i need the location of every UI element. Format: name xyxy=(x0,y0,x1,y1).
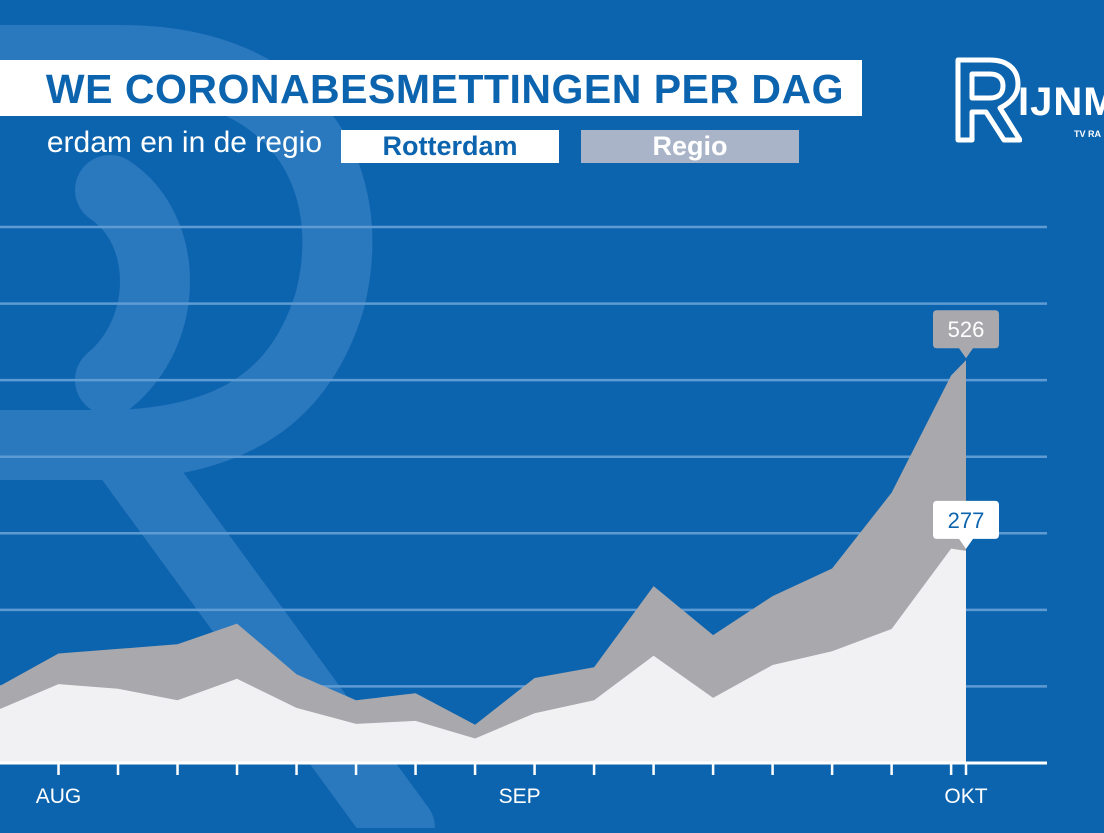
x-axis: AUG SEP OKT xyxy=(0,761,1047,808)
title-banner: WE CORONABESMETTINGEN PER DAG xyxy=(0,60,862,116)
callout-regio xyxy=(933,310,999,359)
logo-subtext: TV RA xyxy=(1074,129,1101,139)
chart-title: WE CORONABESMETTINGEN PER DAG xyxy=(45,66,844,112)
chart-subtitle: erdam en in de regio xyxy=(46,126,322,159)
x-tick-label: AUG xyxy=(36,785,82,808)
callout-rotterdam xyxy=(933,500,999,549)
rijnmond-logo: IJNM TV RA xyxy=(952,56,1104,146)
legend-label-rotterdam: Rotterdam xyxy=(382,131,518,161)
chart-areas xyxy=(0,360,966,763)
value-callouts: 526 277 xyxy=(933,310,999,549)
callout-label-regio: 526 xyxy=(948,317,985,342)
legend-label-regio: Regio xyxy=(652,131,728,161)
area-regio xyxy=(0,360,966,763)
logo-text: IJNM xyxy=(1018,80,1104,124)
callout-label-rotterdam: 277 xyxy=(948,508,985,533)
legend-item-rotterdam: Rotterdam xyxy=(341,130,559,163)
legend-item-regio: Regio xyxy=(581,130,799,163)
x-tick-label: SEP xyxy=(499,785,541,808)
logo-r-icon xyxy=(955,57,1022,143)
area-rotterdam xyxy=(0,548,966,763)
x-tick-label: OKT xyxy=(944,785,987,808)
